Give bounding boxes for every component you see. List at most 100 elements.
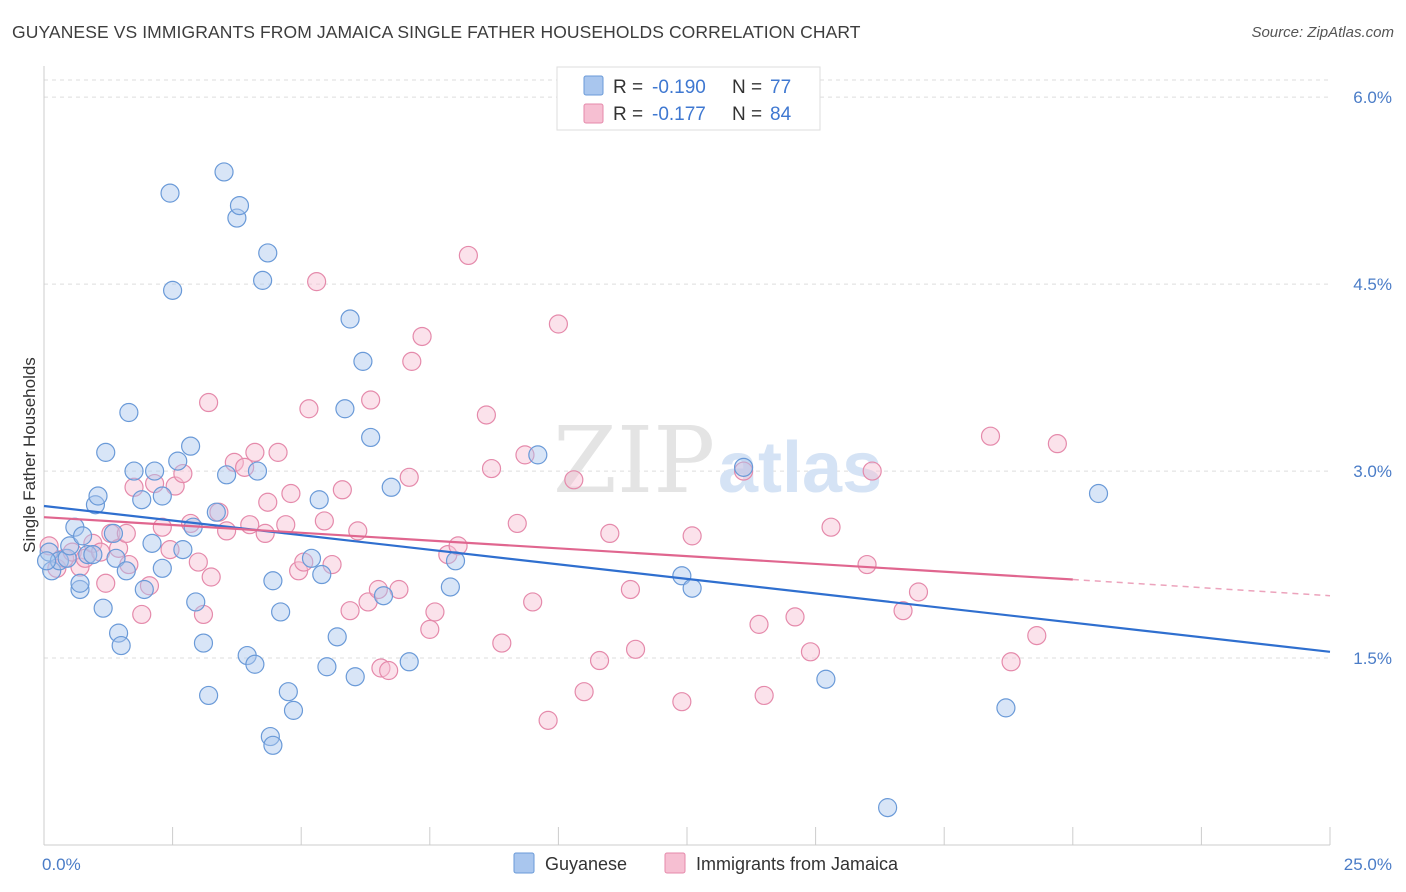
point-guyanese	[445, 551, 466, 571]
point-guyanese	[160, 183, 180, 203]
point-guyanese	[119, 402, 139, 423]
point-jamaica	[268, 442, 288, 462]
point-guyanese	[340, 309, 360, 329]
point-guyanese	[108, 623, 129, 643]
point-jamaica	[1001, 652, 1021, 672]
point-guyanese	[72, 526, 93, 546]
bottom-legend-swatch-guyanese	[513, 852, 535, 874]
point-guyanese	[263, 571, 283, 591]
point-jamaica	[420, 619, 440, 639]
point-guyanese	[152, 486, 172, 506]
legend-n-label-2: N =	[732, 104, 762, 125]
point-jamaica	[893, 601, 913, 621]
bottom-legend: Guyanese Immigrants from Jamaica	[513, 852, 899, 874]
point-guyanese	[116, 561, 136, 581]
bottom-legend-label-guyanese: Guyanese	[545, 854, 627, 874]
legend-r-label-1: R =	[613, 77, 643, 98]
point-guyanese	[103, 523, 124, 544]
trendline-jamaica-extension	[1072, 578, 1331, 597]
point-guyanese	[70, 579, 90, 600]
point-guyanese	[88, 486, 108, 506]
point-jamaica	[672, 692, 692, 712]
legend-box: R = -0.190 N = 77 R = -0.177 N = 84	[556, 66, 821, 131]
point-jamaica	[132, 604, 152, 625]
point-guyanese	[312, 564, 332, 585]
point-guyanese	[440, 577, 460, 597]
point-guyanese	[373, 586, 394, 606]
point-guyanese	[278, 682, 298, 702]
point-jamaica	[857, 554, 877, 575]
point-guyanese	[816, 669, 836, 689]
point-guyanese	[399, 652, 419, 672]
point-jamaica	[620, 579, 641, 600]
point-jamaica	[402, 351, 422, 371]
point-jamaica	[361, 390, 381, 410]
point-guyanese	[168, 451, 188, 471]
point-guyanese	[96, 442, 116, 462]
point-jamaica	[322, 554, 342, 575]
legend-r-label-2: R =	[613, 104, 643, 125]
point-jamaica	[281, 483, 301, 504]
point-guyanese	[134, 579, 154, 600]
y-axis-label: Single Father Households	[20, 357, 39, 553]
point-guyanese	[60, 536, 80, 556]
point-guyanese	[301, 548, 322, 568]
legend-swatch-guyanese	[583, 75, 604, 96]
point-guyanese	[111, 635, 131, 656]
point-jamaica	[574, 682, 594, 702]
point-guyanese	[163, 280, 183, 300]
legend-n-value-2: 84	[770, 104, 792, 125]
point-jamaica	[245, 442, 265, 462]
point-jamaica	[379, 660, 399, 681]
series-guyanese-points	[36, 162, 1109, 818]
point-jamaica	[523, 592, 543, 612]
point-guyanese	[70, 573, 90, 593]
point-guyanese	[317, 657, 337, 677]
watermark: ZIP atlas	[553, 407, 882, 514]
point-jamaica	[548, 314, 569, 334]
point-guyanese	[335, 399, 355, 419]
trendline-jamaica	[43, 516, 1073, 581]
point-guyanese	[227, 208, 247, 228]
point-jamaica	[600, 523, 620, 544]
chart-title: GUYANESE VS IMMIGRANTS FROM JAMAICA SING…	[12, 22, 861, 42]
point-guyanese	[206, 502, 226, 522]
point-jamaica	[589, 650, 610, 671]
point-jamaica	[152, 517, 172, 537]
point-guyanese	[186, 592, 206, 612]
y-tick-label: 3.0%	[1353, 462, 1392, 481]
point-jamaica	[538, 710, 558, 730]
point-jamaica	[785, 607, 805, 627]
point-jamaica	[47, 558, 67, 578]
point-guyanese	[245, 654, 265, 674]
point-jamaica	[564, 470, 584, 490]
legend-n-label-1: N =	[732, 77, 762, 98]
point-guyanese	[217, 465, 237, 485]
point-jamaica	[307, 272, 327, 292]
point-guyanese	[263, 735, 283, 755]
point-guyanese	[142, 533, 162, 553]
point-jamaica	[368, 579, 388, 600]
point-guyanese	[144, 461, 165, 481]
watermark-zip: ZIP	[553, 407, 715, 514]
point-guyanese	[181, 436, 201, 456]
point-guyanese	[214, 162, 234, 182]
point-jamaica	[507, 513, 527, 534]
y-tick-label: 6.0%	[1353, 88, 1392, 107]
point-jamaica	[754, 685, 774, 706]
point-jamaica	[173, 463, 193, 484]
point-jamaica	[299, 399, 319, 419]
point-guyanese	[361, 427, 381, 448]
point-jamaica	[188, 552, 208, 572]
point-guyanese	[1088, 483, 1109, 504]
point-jamaica	[217, 521, 237, 541]
point-guyanese	[327, 627, 347, 647]
point-jamaica	[235, 457, 255, 477]
point-guyanese	[193, 633, 214, 653]
point-guyanese	[124, 461, 144, 481]
point-guyanese	[345, 667, 365, 687]
point-guyanese	[996, 698, 1016, 718]
point-jamaica	[39, 536, 59, 556]
point-guyanese	[247, 461, 268, 481]
